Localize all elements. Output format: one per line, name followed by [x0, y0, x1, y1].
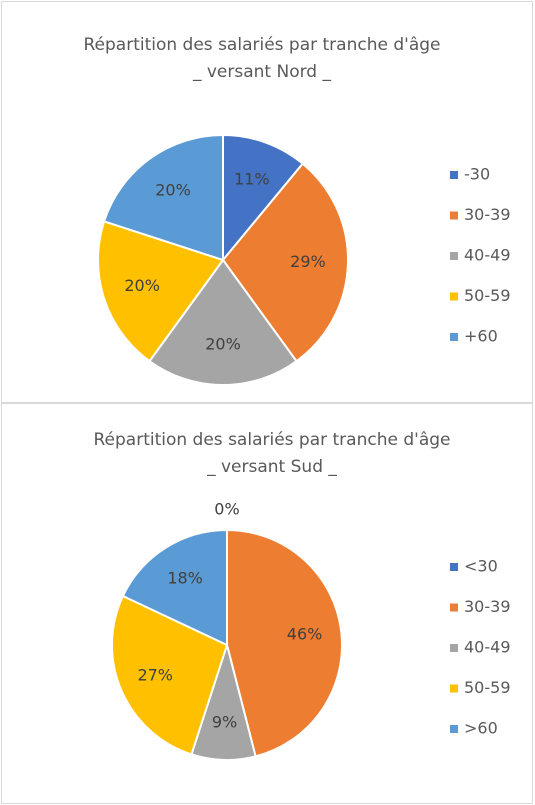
- legend-label: 50-59: [464, 678, 511, 697]
- data-label: 27%: [137, 666, 173, 685]
- legend-label: <30: [464, 557, 498, 576]
- data-label: 18%: [167, 568, 203, 587]
- legend-label: 40-49: [464, 246, 511, 265]
- data-label: 20%: [205, 335, 241, 354]
- data-label: 46%: [287, 625, 323, 644]
- legend-swatch: [450, 684, 458, 693]
- data-label: 11%: [234, 170, 270, 189]
- data-label: 29%: [290, 252, 326, 271]
- chart-title: Répartition des salariés par tranche d'â…: [94, 430, 451, 450]
- legend-swatch: [450, 171, 458, 179]
- legend-label: >60: [464, 719, 498, 738]
- legend-label: 30-39: [464, 597, 511, 616]
- legend-label: 30-39: [464, 205, 511, 224]
- legend-label: 50-59: [464, 286, 511, 305]
- legend-swatch: [450, 333, 458, 341]
- legend-swatch: [450, 603, 458, 612]
- chart-title: Répartition des salariés par tranche d'â…: [84, 35, 441, 55]
- pie-slice: [221, 162, 349, 363]
- pie-slice: [102, 133, 224, 262]
- data-label: 0%: [214, 500, 239, 519]
- pie-slice: [97, 220, 225, 363]
- legend-label: -30: [464, 165, 490, 184]
- legend-swatch: [450, 644, 458, 652]
- legend-swatch: [450, 211, 458, 220]
- data-label: 9%: [212, 713, 237, 732]
- data-label: 20%: [124, 276, 160, 295]
- pie-slice: [121, 528, 228, 647]
- legend-swatch: [450, 252, 458, 260]
- legend-label: +60: [464, 327, 498, 346]
- chart-frame: [1, 1, 533, 403]
- pie-slice: [111, 594, 229, 756]
- chart-subtitle: _ versant Sud _: [206, 457, 337, 477]
- pie-slice: [226, 528, 343, 758]
- chart-frame: [1, 403, 533, 804]
- legend-swatch: [450, 563, 458, 571]
- data-label: 20%: [155, 181, 191, 200]
- legend-swatch: [450, 725, 458, 733]
- legend-label: 40-49: [464, 638, 511, 657]
- legend-swatch: [450, 292, 458, 301]
- chart-subtitle: _ versant Nord _: [192, 62, 332, 82]
- pie-slice: [148, 258, 298, 386]
- pie-slice: [222, 133, 305, 263]
